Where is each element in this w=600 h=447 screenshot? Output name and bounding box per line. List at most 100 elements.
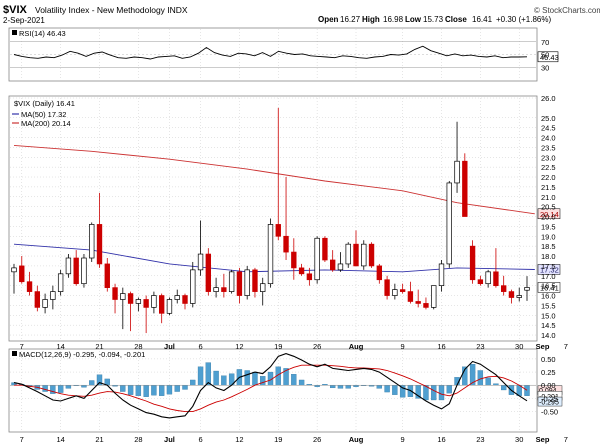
rsi-last-value: 46.43 xyxy=(540,53,559,62)
candle-body xyxy=(291,251,297,269)
candle-body xyxy=(446,182,452,265)
candle xyxy=(501,275,507,296)
macd-histogram-bar xyxy=(337,385,344,389)
candle xyxy=(267,218,274,288)
candle xyxy=(65,254,72,278)
y-tick-label: 17.0 xyxy=(541,272,556,281)
candle-body xyxy=(120,293,126,300)
macd-histogram-bar xyxy=(120,385,126,392)
x-tick-label: Sep xyxy=(536,435,550,444)
candle xyxy=(166,297,173,316)
macd-histogram-bar xyxy=(345,385,351,389)
candle xyxy=(361,240,367,270)
candle-body xyxy=(143,299,149,308)
y-tick-label: 19.0 xyxy=(541,232,556,241)
candle xyxy=(252,267,258,298)
macd-histogram-bar xyxy=(501,385,507,391)
candle xyxy=(112,283,118,314)
candle xyxy=(516,287,522,302)
x-tick-label: 9 xyxy=(401,342,405,351)
candle xyxy=(493,248,499,288)
x-tick-label: 7 xyxy=(20,435,24,444)
candle xyxy=(213,277,219,298)
y-tick-label: 22.5 xyxy=(541,163,556,172)
macd-histogram-bar xyxy=(330,385,336,389)
candle xyxy=(275,107,281,241)
macd-histogram-bar xyxy=(392,385,398,395)
macd-histogram-bar xyxy=(143,385,149,397)
macd-histogram-bar xyxy=(182,385,188,390)
macd-signal-line xyxy=(14,364,528,413)
macd-histogram-bar xyxy=(159,385,165,396)
macd-histogram-bar xyxy=(291,374,297,386)
candle-body xyxy=(127,293,134,304)
y-tick-label: 18.5 xyxy=(541,242,556,251)
x-tick-label: 23 xyxy=(476,435,484,444)
ohlc-row: Open 16.27 High 16.98 Low 15.73 Close 16… xyxy=(318,15,551,24)
axis-labels: 7 7 14 14 21 21 28 28 Jul Jul 6 6 12 12 19 19 26 26 Aug Aug… xyxy=(20,38,568,444)
price-panel xyxy=(8,95,538,342)
x-tick-label: 6 xyxy=(198,342,202,351)
candle xyxy=(446,180,452,268)
x-tick-label: 30 xyxy=(515,435,523,444)
high-value: 16.98 xyxy=(383,15,404,24)
macd-layer: 0.094-0.201-0.295 xyxy=(10,353,563,419)
candle-body xyxy=(361,243,367,267)
candle xyxy=(260,277,266,306)
x-tick-label: Aug xyxy=(349,342,364,351)
candle xyxy=(19,256,25,284)
candle-body xyxy=(213,287,219,292)
candle xyxy=(73,250,79,286)
x-tick-label: 14 xyxy=(56,435,64,444)
candle-body xyxy=(322,237,328,261)
candle xyxy=(283,177,289,260)
x-tick-label: 28 xyxy=(134,435,142,444)
macd-tick-label: 0.25 xyxy=(541,368,556,377)
candle-body xyxy=(159,295,165,314)
macd-histogram-bar xyxy=(298,379,305,386)
candle-body xyxy=(244,269,250,296)
x-tick-label: 7 xyxy=(20,342,24,351)
candle-body xyxy=(197,253,204,271)
candle-body xyxy=(228,271,235,292)
macd-tick-label: 0.00 xyxy=(541,381,556,390)
ma50-last-value: 17.32 xyxy=(540,265,559,274)
macd-histogram-bar xyxy=(252,371,258,386)
x-tick-label: 12 xyxy=(235,342,243,351)
y-tick-label: 14.5 xyxy=(541,321,556,330)
candle xyxy=(306,267,313,286)
candle xyxy=(353,230,359,267)
candle xyxy=(345,242,351,268)
macd-histogram-bar xyxy=(81,385,87,388)
candle xyxy=(81,254,87,288)
candle xyxy=(337,252,344,272)
candle xyxy=(11,263,17,294)
candle-body xyxy=(330,259,336,271)
x-tick-label: 21 xyxy=(95,435,103,444)
close-value: 16.41 xyxy=(472,15,493,24)
macd-tick-label: 0.50 xyxy=(541,355,556,364)
candle-body xyxy=(399,289,406,292)
candle xyxy=(423,297,429,310)
candle xyxy=(322,236,328,262)
candle-body xyxy=(415,301,421,304)
candle xyxy=(96,192,103,268)
x-tick-label: 14 xyxy=(56,342,64,351)
candle xyxy=(462,153,468,217)
price-legend: $VIX (Daily) 16.41 MA(50) 17.32 MA(200) … xyxy=(12,99,75,128)
macd-histogram-bar xyxy=(89,380,95,386)
close-last-value: 16.41 xyxy=(540,283,559,292)
symbol: $VIX xyxy=(3,4,28,16)
candle-body xyxy=(89,224,95,259)
y-tick-label: 23.5 xyxy=(541,143,556,152)
candle xyxy=(508,289,515,304)
macd-histogram-bar xyxy=(260,376,266,386)
x-tick-label: 16 xyxy=(437,342,445,351)
x-tick-label: 6 xyxy=(198,435,202,444)
candle-body xyxy=(337,263,344,271)
candle-body xyxy=(462,160,468,217)
y-tick-label: 15.0 xyxy=(541,311,556,320)
x-tick-label: 21 xyxy=(95,342,103,351)
candle-body xyxy=(65,257,72,275)
